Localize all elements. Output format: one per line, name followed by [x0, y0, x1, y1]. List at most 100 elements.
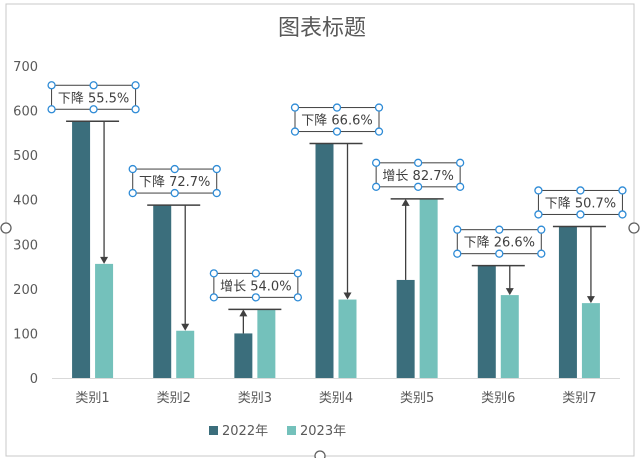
annotation-handle-4-0[interactable] — [290, 103, 300, 112]
y-tick-label-6: 600 — [13, 105, 38, 120]
bar-2023-2 — [176, 330, 195, 378]
annotation-handle-5-3[interactable] — [371, 182, 381, 191]
annotation-handle-3-5[interactable] — [293, 293, 303, 302]
bar-2023-6 — [500, 295, 519, 378]
bar-2022-2 — [153, 205, 172, 378]
x-tick-label-2: 类别2 — [157, 391, 191, 406]
annotation-handle-2-0[interactable] — [128, 164, 137, 174]
annotation-label-5: 增长 82.7% — [382, 169, 453, 184]
y-tick-label-1: 100 — [13, 327, 38, 342]
bar-2022-3 — [234, 333, 253, 378]
legend-label-2: 2023年 — [300, 424, 346, 439]
annotation-arrowhead-1 — [100, 256, 109, 264]
frame-handle-2[interactable] — [314, 450, 326, 458]
annotation-handle-1-2[interactable] — [131, 81, 140, 90]
bar-2023-3 — [257, 309, 276, 378]
annotation-handle-2-2[interactable] — [212, 164, 221, 174]
annotation-label-6: 下降 26.6% — [464, 236, 535, 251]
bar-2022-1 — [72, 121, 91, 379]
y-tick-label-3: 300 — [13, 238, 38, 253]
legend: 2022年 2023年 — [209, 424, 346, 439]
annotation-arrowhead-4 — [343, 292, 352, 300]
annotation-3: 增长 54.0% — [209, 269, 303, 334]
annotation-handle-3-0[interactable] — [209, 269, 219, 278]
annotation-7: 下降 50.7% — [534, 186, 627, 304]
annotation-handle-2-3[interactable] — [128, 188, 137, 198]
frame-handles[interactable] — [0, 222, 640, 458]
annotation-2: 下降 72.7% — [128, 164, 221, 331]
bar-2023-4 — [338, 299, 357, 378]
annotation-handle-7-2[interactable] — [618, 186, 627, 195]
annotation-handle-4-1[interactable] — [332, 103, 342, 112]
annotation-handle-7-0[interactable] — [534, 186, 543, 195]
annotation-handle-3-4[interactable] — [251, 293, 261, 302]
legend-label-1: 2022年 — [222, 424, 268, 439]
y-tick-label-2: 200 — [13, 283, 38, 298]
annotation-handle-3-3[interactable] — [209, 293, 219, 302]
x-tick-label-3: 类别3 — [238, 391, 272, 406]
annotation-handle-5-4[interactable] — [413, 182, 423, 191]
x-tick-label-7: 类别7 — [562, 391, 596, 406]
annotation-handle-7-3[interactable] — [534, 210, 543, 219]
x-tick-label-1: 类别1 — [75, 391, 109, 406]
y-tick-label-0: 0 — [30, 372, 38, 387]
y-tick-label-7: 700 — [13, 60, 38, 75]
annotation-handle-4-5[interactable] — [374, 127, 384, 136]
annotation-handle-2-5[interactable] — [212, 188, 221, 198]
annotation-6: 下降 26.6% — [453, 225, 546, 296]
annotation-handle-3-1[interactable] — [251, 269, 261, 278]
annotation-handle-4-3[interactable] — [290, 127, 300, 136]
bar-2022-6 — [477, 265, 496, 378]
frame-handle-1[interactable] — [628, 222, 640, 234]
annotation-label-1: 下降 55.5% — [58, 91, 129, 106]
annotation-handle-6-5[interactable] — [537, 249, 546, 258]
annotation-arrowhead-7 — [586, 296, 595, 304]
annotation-5: 增长 82.7% — [371, 158, 465, 280]
annotation-handle-7-4[interactable] — [576, 210, 585, 219]
annotation-arrowhead-2 — [181, 323, 190, 331]
annotation-4: 下降 66.6% — [290, 103, 384, 300]
annotation-handle-3-2[interactable] — [293, 269, 303, 278]
annotation-handle-5-2[interactable] — [455, 158, 465, 167]
annotation-handle-2-4[interactable] — [170, 188, 179, 198]
legend-swatch-2 — [287, 426, 296, 435]
annotation-1: 下降 55.5% — [47, 81, 140, 264]
annotation-arrowhead-6 — [505, 288, 514, 296]
annotation-label-3: 增长 54.0% — [220, 279, 291, 294]
annotation-handle-6-4[interactable] — [495, 249, 504, 258]
annotation-handle-5-0[interactable] — [371, 158, 381, 167]
annotation-handle-4-4[interactable] — [332, 127, 342, 136]
annotation-handle-6-2[interactable] — [537, 225, 546, 234]
frame-handle-0[interactable] — [0, 222, 12, 234]
annotation-label-7: 下降 50.7% — [545, 196, 616, 211]
bar-2023-7 — [581, 303, 600, 378]
y-tick-label-5: 500 — [13, 149, 38, 164]
annotation-handle-6-1[interactable] — [495, 225, 504, 234]
annotation-handle-1-0[interactable] — [47, 81, 56, 90]
annotation-handle-1-4[interactable] — [89, 105, 98, 114]
bar-2022-4 — [315, 143, 334, 378]
bar-2023-5 — [419, 198, 438, 378]
annotation-handle-6-0[interactable] — [453, 225, 462, 234]
bar-2022-5 — [396, 279, 415, 378]
annotation-handle-5-5[interactable] — [455, 182, 465, 191]
bar-2022-7 — [558, 226, 577, 378]
annotation-handle-5-1[interactable] — [413, 158, 423, 167]
y-tick-label-4: 400 — [13, 194, 38, 209]
annotation-handle-7-5[interactable] — [618, 210, 627, 219]
annotation-arrowhead-3 — [239, 309, 248, 317]
annotation-handle-1-5[interactable] — [131, 105, 140, 114]
annotation-handle-7-1[interactable] — [576, 186, 585, 195]
x-tick-label-4: 类别4 — [319, 391, 353, 406]
x-axis: 类别1 类别2 类别3 类别4 类别5 类别6 类别7 — [75, 391, 596, 406]
annotation-handle-6-3[interactable] — [453, 249, 462, 258]
bar-2023-1 — [95, 263, 114, 378]
annotation-handle-2-1[interactable] — [170, 164, 179, 174]
annotation-handle-1-3[interactable] — [47, 105, 56, 114]
annotation-handle-1-1[interactable] — [89, 81, 98, 90]
annotation-arrowhead-5 — [401, 198, 410, 206]
annotation-label-2: 下降 72.7% — [139, 175, 210, 190]
annotation-handle-4-2[interactable] — [374, 103, 384, 112]
